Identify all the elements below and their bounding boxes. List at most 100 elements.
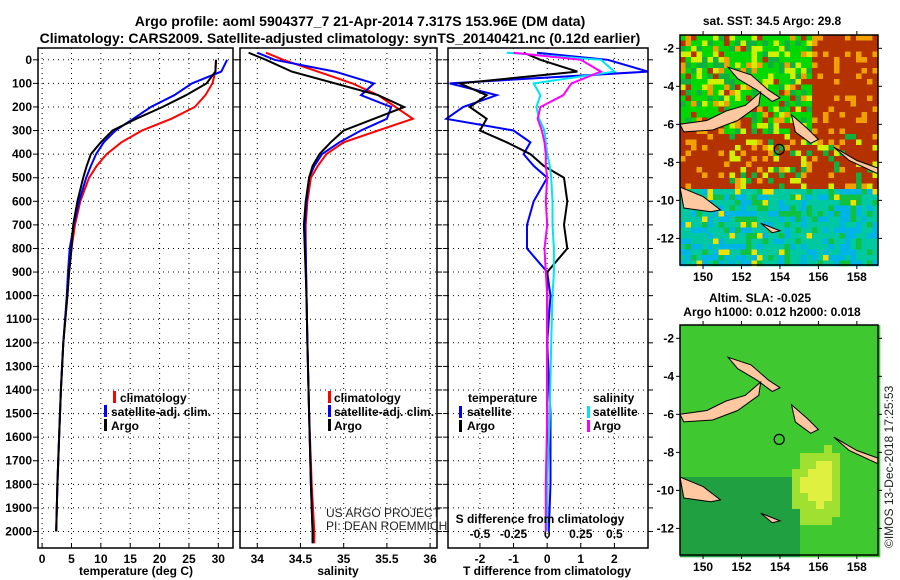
map-cell <box>707 128 714 135</box>
map-cell <box>704 333 713 342</box>
map-cell <box>744 453 753 462</box>
map-cell <box>704 533 713 542</box>
map-cell <box>839 238 846 245</box>
map-cell <box>867 161 873 168</box>
map-cell <box>861 106 868 113</box>
map-cell <box>760 549 769 558</box>
map-cell <box>856 183 862 190</box>
map-cell <box>740 145 747 151</box>
map-cell <box>850 194 857 201</box>
map-cell <box>713 68 719 74</box>
map-cell <box>795 161 802 168</box>
map-cell <box>744 373 753 382</box>
legend-swatch-satellite <box>104 405 107 417</box>
map-cell <box>839 255 846 261</box>
map-cell <box>696 222 703 228</box>
map-cell <box>872 95 879 102</box>
map-cell <box>801 189 807 195</box>
map-cell <box>757 172 763 179</box>
map-cell <box>713 35 719 41</box>
map-cell <box>702 255 708 261</box>
map-cell <box>680 222 686 228</box>
lat-tick-label: -8 <box>663 155 674 169</box>
map-cell <box>817 134 824 140</box>
map-cell <box>872 139 879 146</box>
map-cell <box>762 178 769 184</box>
map-cell <box>817 167 824 173</box>
map-cell <box>850 211 857 217</box>
map-cell <box>861 68 868 74</box>
map-cell <box>768 477 777 486</box>
map-cell <box>856 200 862 206</box>
map-cell <box>861 73 868 80</box>
map-cell <box>712 389 721 398</box>
map-cell <box>792 533 801 542</box>
map-cell <box>768 57 774 63</box>
map-cell <box>735 139 741 146</box>
map-cell <box>824 453 833 462</box>
map-cell <box>751 205 758 212</box>
map-cell <box>691 189 697 195</box>
map-cell <box>707 106 714 113</box>
map-cell <box>795 167 802 173</box>
map-cell <box>817 62 824 69</box>
map-cell <box>762 112 769 118</box>
map-cell <box>740 51 747 58</box>
lon-tick-label: 156 <box>808 560 828 574</box>
map-cell <box>729 79 736 85</box>
map-cell <box>729 145 736 151</box>
map-cell <box>840 525 849 534</box>
map-cell <box>713 128 719 135</box>
map-cell <box>773 249 780 256</box>
map-cell <box>735 150 741 157</box>
map-cell <box>720 413 729 422</box>
map-cell <box>736 517 745 526</box>
map-cell <box>824 333 833 342</box>
map-cell <box>834 145 840 151</box>
map-cell <box>845 161 851 168</box>
map-cell <box>861 183 868 190</box>
map-cell <box>744 349 753 358</box>
map-cell <box>713 222 719 228</box>
map-cell <box>806 172 813 179</box>
figure-title-line2: Climatology: CARS2009. Satellite-adjuste… <box>40 30 641 46</box>
map-cell <box>779 183 785 190</box>
map-cell <box>808 525 817 534</box>
map-cell <box>828 51 835 58</box>
map-cell <box>729 40 736 47</box>
map-cell <box>839 68 846 74</box>
map-cell <box>828 90 835 96</box>
map-cell <box>872 51 879 58</box>
map-cell <box>740 84 747 91</box>
map-cell <box>757 194 763 201</box>
map-cell <box>801 57 807 63</box>
map-cell <box>834 150 840 157</box>
map-cell <box>736 389 745 398</box>
map-cell <box>834 178 840 184</box>
map-cell <box>752 517 761 526</box>
map-cell <box>718 183 725 190</box>
map-cell <box>762 167 769 173</box>
map-cell <box>704 405 713 414</box>
map-cell <box>696 161 703 168</box>
map-cell <box>848 373 857 382</box>
map-cell <box>795 84 802 91</box>
map-cell <box>808 429 817 438</box>
map-cell <box>746 68 752 74</box>
map-cell <box>713 227 719 234</box>
map-cell <box>776 493 785 502</box>
map-cell <box>724 156 730 162</box>
map-cell <box>856 405 865 414</box>
map-cell <box>776 437 785 446</box>
map-cell <box>824 437 833 446</box>
map-cell <box>834 62 840 69</box>
map-cell <box>832 509 841 518</box>
map-cell <box>792 325 801 334</box>
map-cell <box>680 238 686 245</box>
map-cell <box>845 178 851 184</box>
map-cell <box>768 501 777 510</box>
map-cell <box>872 145 879 151</box>
map-cell <box>867 222 873 228</box>
map-cell <box>790 194 796 201</box>
map-cell <box>808 453 817 462</box>
